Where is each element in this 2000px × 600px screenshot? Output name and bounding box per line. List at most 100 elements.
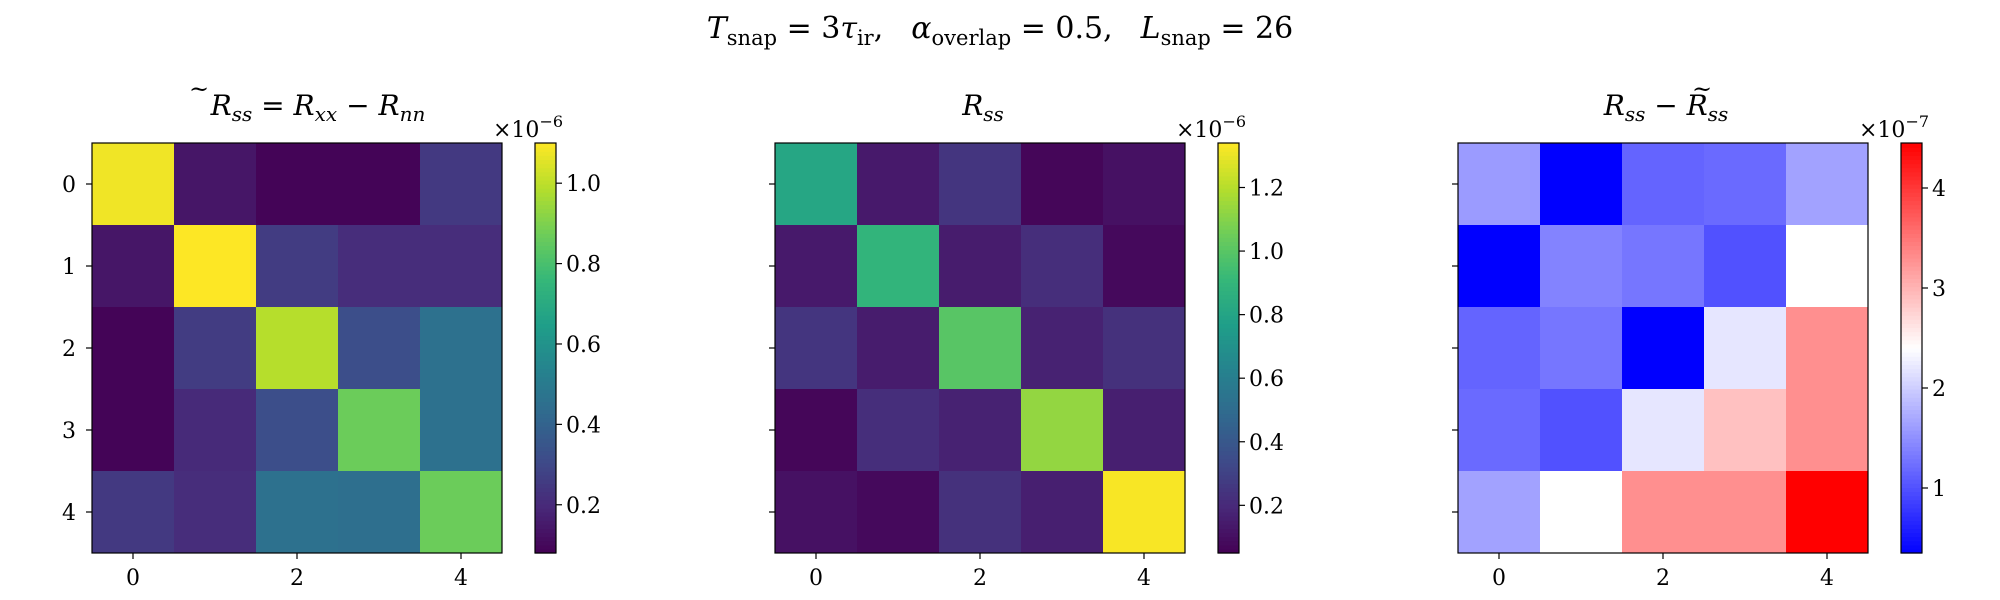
- heatmap-cell-1-2: [1622, 225, 1705, 308]
- colorbar-band-38: [1901, 393, 1922, 398]
- colorbar-band-91: [1218, 175, 1239, 181]
- colorbar-band-8: [1218, 516, 1239, 521]
- colorbar-band-0: [1901, 548, 1922, 554]
- colorbar-band-86: [1901, 196, 1922, 201]
- heatmap-cell-3-4: [1786, 389, 1869, 472]
- colorbar-band-49: [1901, 348, 1922, 353]
- colorbar-band-78: [535, 229, 556, 234]
- colorbar-frame: [534, 142, 557, 554]
- panel-1-title-minus: −: [337, 89, 378, 122]
- colorbar-band-68: [1901, 270, 1922, 275]
- colorbar-band-52: [535, 335, 556, 341]
- heatmap-cell-3-0: [1458, 389, 1541, 472]
- heatmap-cell-4-2: [256, 471, 339, 554]
- heatmap-cell-4-4: [1786, 471, 1869, 554]
- colorbar-band-87: [1901, 192, 1922, 197]
- colorbar-tick-label-1: 2: [1932, 377, 1946, 402]
- suptitle-t-eq: = 3: [777, 11, 840, 46]
- colorbar-band-88: [1901, 188, 1922, 193]
- colorbar-band-4: [1901, 532, 1922, 538]
- heatmap-cell-0-1: [174, 143, 257, 226]
- heatmap-cell-3-1: [174, 389, 257, 472]
- colorbar-band-76: [1218, 237, 1239, 242]
- colorbar-band-14: [1901, 491, 1922, 497]
- colorbar-band-37: [1901, 397, 1922, 402]
- colorbar-band-46: [1218, 360, 1239, 365]
- heatmap-cell-0-2: [1622, 143, 1705, 226]
- heatmap-cell-4-1: [857, 471, 940, 554]
- suptitle-tau: τ: [840, 11, 857, 46]
- colorbar-band-38: [1218, 393, 1239, 398]
- colorbar-band-79: [535, 225, 556, 230]
- heatmap-cell-0-4: [420, 143, 503, 226]
- colorbar-band-22: [1901, 458, 1922, 464]
- colorbar-band-22: [1218, 458, 1239, 464]
- x-tick-label-2: 2: [973, 566, 987, 591]
- heatmap-cell-2-4: [420, 307, 503, 390]
- x-tick-label-4: 4: [1820, 566, 1834, 591]
- colorbar-band-85: [1218, 200, 1239, 206]
- colorbar-band-13: [1901, 495, 1922, 501]
- colorbar-band-27: [1901, 438, 1922, 443]
- heatmap-cell-0-0: [775, 143, 858, 226]
- colorbar-band-99: [1901, 143, 1922, 148]
- heatmap-cell-1-3: [338, 225, 421, 308]
- colorbar-band-32: [1901, 417, 1922, 423]
- colorbar-band-28: [1218, 434, 1239, 439]
- colorbar-band-70: [1218, 261, 1239, 267]
- heatmap-cell-3-3: [1021, 389, 1104, 472]
- colorbar-band-30: [1218, 425, 1239, 431]
- colorbar-band-70: [535, 261, 556, 267]
- heatmap-cell-0-1: [857, 143, 940, 226]
- colorbar-band-95: [535, 159, 556, 165]
- colorbar-band-10: [1901, 507, 1922, 513]
- colorbar-band-90: [535, 179, 556, 185]
- colorbar-band-26: [1901, 442, 1922, 447]
- suptitle-alpha-sub: overlap: [932, 26, 1012, 50]
- colorbar-band-17: [1901, 479, 1922, 484]
- colorbar-band-8: [535, 516, 556, 521]
- colorbar-band-62: [1218, 294, 1239, 300]
- colorbar-scale-label: ×10−6: [493, 112, 563, 143]
- heatmap-cell-1-3: [1021, 225, 1104, 308]
- colorbar-scale-exponent: −7: [1905, 112, 1929, 131]
- colorbar-band-97: [1218, 151, 1239, 156]
- heatmap-cell-3-2: [1622, 389, 1705, 472]
- colorbar-band-92: [535, 171, 556, 177]
- colorbar-band-73: [1218, 249, 1239, 255]
- colorbar-band-16: [1218, 483, 1239, 488]
- colorbar-band-70: [1901, 261, 1922, 267]
- colorbar-band-80: [535, 220, 556, 226]
- x-tick-label-0: 0: [126, 566, 140, 591]
- colorbar-band-56: [1218, 319, 1239, 324]
- colorbar-band-80: [1901, 220, 1922, 226]
- colorbar-band-24: [1218, 450, 1239, 456]
- heatmap-cell-4-0: [775, 471, 858, 554]
- panel-2-title: Rss: [961, 89, 1004, 126]
- colorbar-band-85: [1901, 200, 1922, 206]
- y-tick-label-2: 2: [62, 337, 76, 362]
- colorbar-band-19: [1901, 471, 1922, 476]
- colorbar-band-31: [535, 421, 556, 427]
- colorbar-band-96: [1901, 155, 1922, 160]
- heatmap-cell-1-4: [420, 225, 503, 308]
- heatmap-cell-2-3: [1021, 307, 1104, 390]
- colorbar-band-41: [1218, 380, 1239, 386]
- colorbar-band-11: [1901, 503, 1922, 509]
- colorbar-band-59: [535, 307, 556, 312]
- colorbar-band-93: [1901, 167, 1922, 173]
- heatmap-cell-2-1: [1540, 307, 1623, 390]
- colorbar-tick-label-3: 0.8: [566, 253, 601, 278]
- colorbar-band-3: [535, 536, 556, 542]
- colorbar-band-31: [1901, 421, 1922, 427]
- colorbar-band-18: [535, 475, 556, 480]
- colorbar-band-45: [1218, 364, 1239, 370]
- panel-3-title-r2: R: [1686, 89, 1708, 122]
- colorbar-band-73: [535, 249, 556, 255]
- colorbar-band-33: [1901, 413, 1922, 419]
- colorbar-band-97: [535, 151, 556, 156]
- colorbar-band-82: [535, 212, 556, 218]
- colorbar-band-72: [1218, 253, 1239, 259]
- heatmap-cell-1-1: [1540, 225, 1623, 308]
- colorbar-band-64: [1218, 286, 1239, 292]
